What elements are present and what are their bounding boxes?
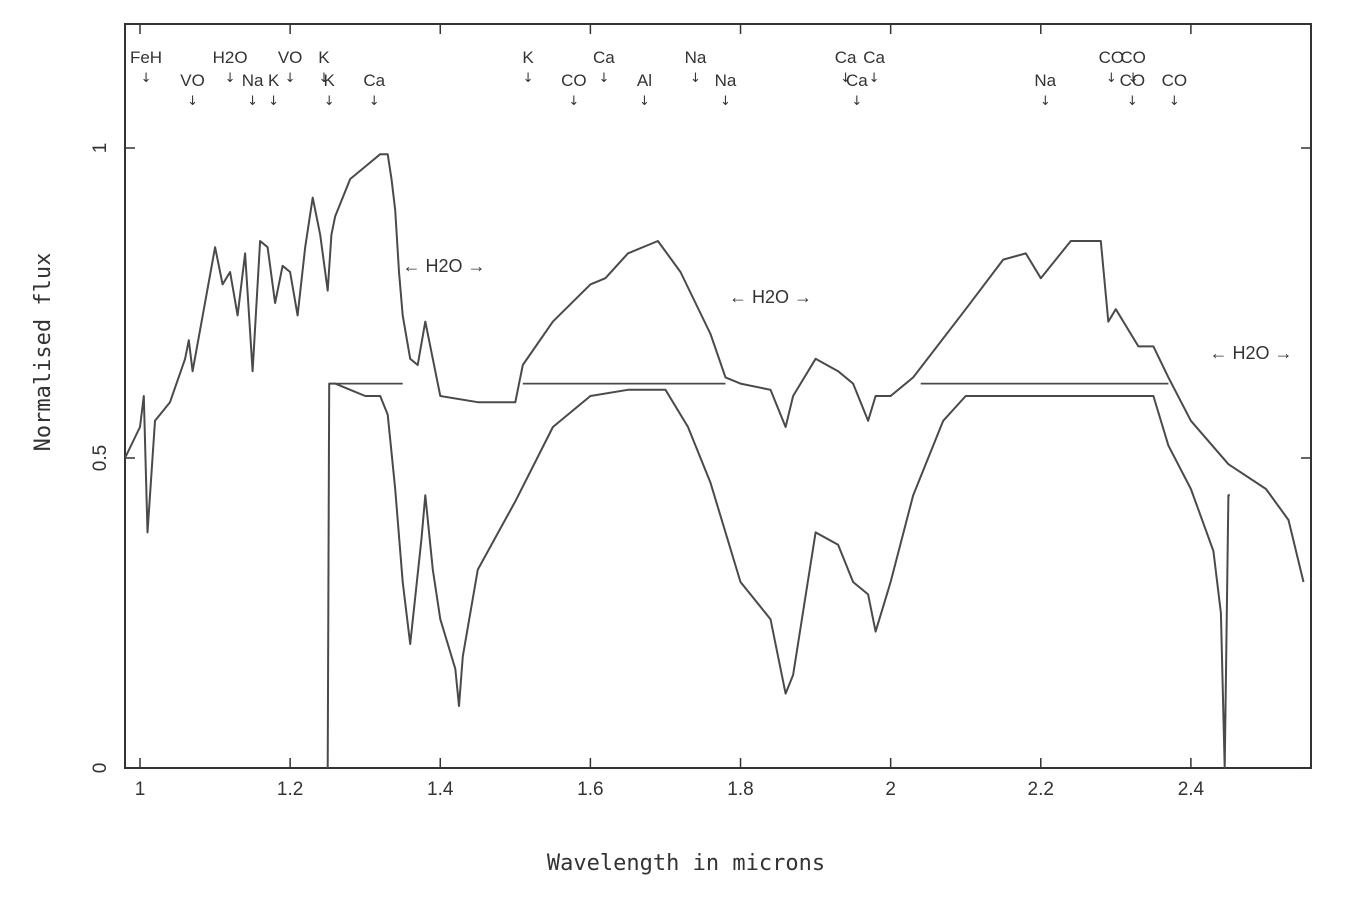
- feature-arrow: ↓: [851, 94, 862, 109]
- band-label: ← H2O →: [729, 287, 812, 307]
- x-tick-label: 1.6: [577, 779, 603, 800]
- feature-label: K: [522, 48, 534, 67]
- series-line-1: [124, 153, 1305, 583]
- spectrum-series: [124, 153, 1305, 769]
- band-label: ← H2O →: [403, 256, 486, 276]
- feature-label: VO: [278, 48, 303, 67]
- y-tick-label: 0: [90, 763, 111, 774]
- x-tick-label: 1.2: [277, 779, 303, 800]
- feature-arrow: ↓: [639, 94, 650, 109]
- series-line-2: [326, 382, 1230, 769]
- x-tick-label: 2: [885, 779, 896, 800]
- feature-label: Na: [715, 71, 737, 90]
- feature-arrow: ↓: [187, 94, 198, 109]
- feature-arrow: ↓: [318, 71, 329, 86]
- feature-arrow: ↓: [369, 94, 380, 109]
- feature-label: Ca: [363, 71, 385, 90]
- feature-arrow: ↓: [324, 94, 335, 109]
- feature-arrow: ↓: [1127, 94, 1138, 109]
- feature-label: Ca: [593, 48, 615, 67]
- feature-arrow: ↓: [1106, 71, 1117, 86]
- y-tick-label: 1: [90, 143, 111, 154]
- feature-label: K: [268, 71, 280, 90]
- feature-label: CO: [1162, 71, 1188, 90]
- feature-label: CO: [1120, 48, 1146, 67]
- feature-label: CO: [1120, 71, 1146, 90]
- feature-arrow: ↓: [568, 94, 579, 109]
- feature-arrow: ↓: [720, 94, 731, 109]
- feature-arrow: ↓: [141, 71, 152, 86]
- feature-label: Na: [242, 71, 264, 90]
- feature-label: Al: [637, 71, 652, 90]
- feature-arrow: ↓: [285, 71, 296, 86]
- feature-arrow: ↓: [1128, 71, 1139, 86]
- feature-label: CO: [561, 71, 587, 90]
- feature-label: Na: [685, 48, 707, 67]
- plot-frame: [124, 23, 1312, 769]
- x-tick-label: 1: [135, 779, 146, 800]
- x-tick-label: 2.2: [1028, 779, 1054, 800]
- feature-arrow: ↓: [598, 71, 609, 86]
- feature-label: Ca: [835, 48, 857, 67]
- feature-arrow: ↓: [840, 71, 851, 86]
- feature-arrow: ↓: [523, 71, 534, 86]
- feature-arrow: ↓: [225, 71, 236, 86]
- feature-arrow: ↓: [690, 71, 701, 86]
- axis-ticks: 1 1.2 1.4 1.6 1.8 2 2.2 2.4 0 0.5 1: [90, 24, 1311, 800]
- feature-label: K: [324, 71, 336, 90]
- feature-label: Na: [1034, 71, 1056, 90]
- x-tick-label: 1.4: [427, 779, 454, 800]
- x-tick-label: 1.8: [727, 779, 753, 800]
- band-annotations: ← H2O → ← H2O → ← H2O →: [403, 256, 1293, 363]
- feature-arrow: ↓: [268, 94, 279, 109]
- feature-label: Ca: [863, 48, 885, 67]
- feature-label: Ca: [846, 71, 868, 90]
- y-axis-title: Normalised flux: [31, 253, 56, 452]
- feature-annotations: FeH↓ VO↓H2O↓ Na↓K↓VO↓K↓K↓Ca↓K↓ CO↓Ca↓ Al↓Na↓…: [130, 48, 1187, 109]
- feature-label: VO: [180, 71, 205, 90]
- x-tick-label: 2.4: [1178, 779, 1205, 800]
- band-label: ← H2O →: [1209, 343, 1292, 363]
- y-tick-label: 0.5: [90, 445, 111, 471]
- feature-arrow: ↓: [1040, 94, 1051, 109]
- feature-arrow: ↓: [247, 94, 258, 109]
- feature-arrow: ↓: [869, 71, 880, 86]
- feature-arrow: ↓: [1169, 94, 1180, 109]
- x-axis-title: Wavelength in microns: [547, 851, 825, 876]
- feature-label: FeH: [130, 48, 162, 67]
- feature-label: H2O: [213, 48, 248, 67]
- feature-label: CO: [1099, 48, 1125, 67]
- feature-label: K: [318, 48, 330, 67]
